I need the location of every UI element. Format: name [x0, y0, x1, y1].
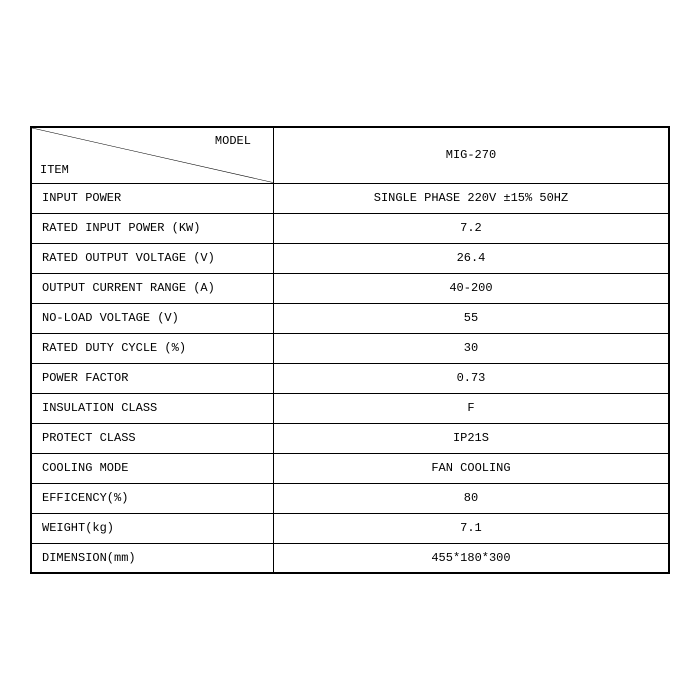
spec-table: MODEL ITEM MIG-270 INPUT POWERSINGLE PHA…	[30, 126, 670, 574]
table-row: RATED INPUT POWER (KW)7.2	[31, 213, 669, 243]
spec-label: POWER FACTOR	[31, 363, 273, 393]
table-row: EFFICENCY(%)80	[31, 483, 669, 513]
spec-table-container: MODEL ITEM MIG-270 INPUT POWERSINGLE PHA…	[30, 126, 670, 574]
spec-label: OUTPUT CURRENT RANGE (A)	[31, 273, 273, 303]
model-header-value: MIG-270	[273, 127, 669, 183]
item-header-label: ITEM	[40, 163, 69, 177]
model-header-label: MODEL	[215, 134, 251, 148]
spec-label: RATED INPUT POWER (KW)	[31, 213, 273, 243]
spec-value: 80	[273, 483, 669, 513]
spec-value: 26.4	[273, 243, 669, 273]
spec-label: RATED DUTY CYCLE (%)	[31, 333, 273, 363]
spec-value: F	[273, 393, 669, 423]
header-row: MODEL ITEM MIG-270	[31, 127, 669, 183]
table-row: INPUT POWERSINGLE PHASE 220V ±15% 50HZ	[31, 183, 669, 213]
header-split-cell: MODEL ITEM	[31, 127, 273, 183]
spec-label: DIMENSION(mm)	[31, 543, 273, 573]
spec-label: INPUT POWER	[31, 183, 273, 213]
table-row: DIMENSION(mm)455*180*300	[31, 543, 669, 573]
spec-value: 30	[273, 333, 669, 363]
spec-tbody: MODEL ITEM MIG-270 INPUT POWERSINGLE PHA…	[31, 127, 669, 573]
spec-label: WEIGHT(kg)	[31, 513, 273, 543]
table-row: PROTECT CLASSIP21S	[31, 423, 669, 453]
spec-value: 7.2	[273, 213, 669, 243]
spec-label: NO-LOAD VOLTAGE (V)	[31, 303, 273, 333]
table-row: COOLING MODEFAN COOLING	[31, 453, 669, 483]
spec-label: PROTECT CLASS	[31, 423, 273, 453]
table-row: RATED DUTY CYCLE (%)30	[31, 333, 669, 363]
table-row: POWER FACTOR0.73	[31, 363, 669, 393]
spec-value: 40-200	[273, 273, 669, 303]
spec-value: 7.1	[273, 513, 669, 543]
table-row: OUTPUT CURRENT RANGE (A)40-200	[31, 273, 669, 303]
spec-value: FAN COOLING	[273, 453, 669, 483]
spec-label: EFFICENCY(%)	[31, 483, 273, 513]
spec-value: 455*180*300	[273, 543, 669, 573]
table-row: RATED OUTPUT VOLTAGE (V)26.4	[31, 243, 669, 273]
table-row: WEIGHT(kg)7.1	[31, 513, 669, 543]
spec-value: SINGLE PHASE 220V ±15% 50HZ	[273, 183, 669, 213]
spec-value: 0.73	[273, 363, 669, 393]
spec-value: 55	[273, 303, 669, 333]
spec-label: RATED OUTPUT VOLTAGE (V)	[31, 243, 273, 273]
spec-label: COOLING MODE	[31, 453, 273, 483]
table-row: INSULATION CLASSF	[31, 393, 669, 423]
table-row: NO-LOAD VOLTAGE (V)55	[31, 303, 669, 333]
spec-label: INSULATION CLASS	[31, 393, 273, 423]
spec-value: IP21S	[273, 423, 669, 453]
